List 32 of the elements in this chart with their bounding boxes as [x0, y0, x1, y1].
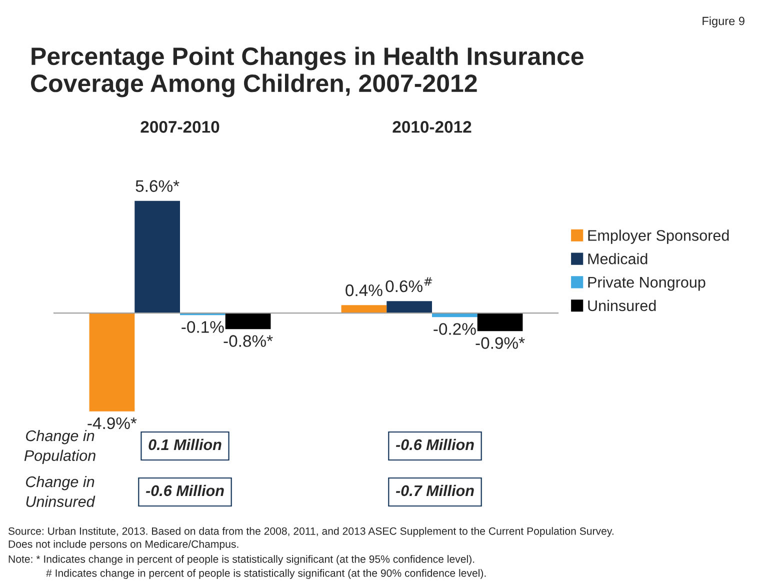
- text: -0.7 Million: [396, 484, 474, 496]
- bar: [386, 301, 432, 314]
- text: Change in Uninsured: [26, 476, 96, 507]
- bar: [477, 313, 523, 332]
- x-tick-label: 2010-2012: [392, 121, 472, 133]
- text: Does not include persons on Medicare/Champus.: [8, 540, 238, 550]
- data-label: -4.9%*: [88, 417, 137, 430]
- source-note: Source: Urban Institute, 2013. Based on data from the 2008, 2011, and 2013 ASEC Supplement to the Current Population Survey.: [8, 527, 614, 537]
- data-label: -0.8%*: [224, 335, 273, 347]
- bar: [341, 305, 387, 314]
- x-tick-label: 2007-2010: [140, 121, 220, 133]
- legend-label: Private Nongroup: [588, 276, 706, 291]
- bar: [225, 313, 271, 330]
- legend-label: Uninsured: [588, 300, 656, 312]
- data-label: -0.2%: [434, 323, 476, 335]
- data-label: -0.9%*: [476, 337, 525, 349]
- text: Change in Population: [24, 430, 96, 464]
- bar: [134, 200, 180, 314]
- text: Note: * Indicates change in percent of people is statistically significant (at the 95% confidence level).: [8, 555, 474, 565]
- data-label: 5.6%*: [136, 180, 180, 192]
- text: 0.1 Million: [148, 438, 222, 450]
- chart-title: Percentage Point Changes in Health Insurance Coverage Among Children, 2007-2012: [31, 46, 584, 98]
- legend-label: Employer Sponsored: [588, 230, 729, 244]
- caption: Figure 9: [702, 16, 744, 28]
- text: # Indicates change in percent of people is statistically significant (at the 90% confidence level).: [46, 569, 486, 579]
- data-label: 0.4%: [346, 284, 382, 296]
- legend-label: Medicaid: [588, 253, 648, 264]
- text: -0.6 Million: [396, 438, 474, 450]
- text: -0.6 Million: [146, 484, 224, 496]
- data-label: -0.1%: [182, 321, 224, 333]
- data-label: 0.6%$^{#}$: [386, 277, 432, 292]
- bar: [89, 313, 135, 412]
